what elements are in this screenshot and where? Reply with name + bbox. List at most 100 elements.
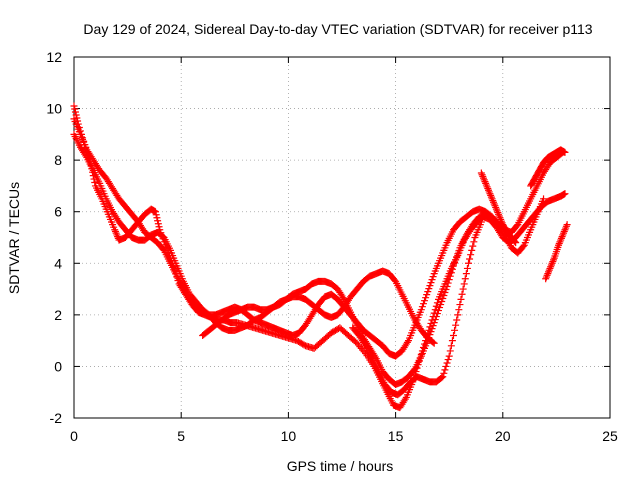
data-point bbox=[424, 288, 432, 296]
data-point bbox=[403, 338, 411, 346]
x-tick-label: 25 bbox=[602, 428, 618, 444]
data-point bbox=[448, 265, 456, 273]
data-point bbox=[453, 253, 461, 261]
data-point bbox=[441, 289, 449, 297]
data-point bbox=[433, 310, 441, 318]
data-point bbox=[339, 294, 347, 302]
data-point bbox=[559, 231, 567, 239]
data-point bbox=[449, 262, 457, 270]
data-point bbox=[492, 203, 500, 211]
data-point bbox=[555, 240, 563, 248]
data-point bbox=[428, 325, 436, 333]
data-point bbox=[555, 241, 563, 249]
data-point bbox=[433, 299, 441, 307]
data-point bbox=[477, 169, 485, 177]
data-point bbox=[484, 185, 492, 193]
data-point bbox=[542, 273, 550, 281]
data-point bbox=[448, 337, 456, 345]
data-point bbox=[464, 259, 472, 267]
data-point bbox=[453, 316, 461, 324]
data-point bbox=[560, 229, 568, 237]
data-point bbox=[478, 171, 486, 179]
data-point bbox=[442, 286, 450, 294]
data-point bbox=[488, 195, 496, 203]
x-tick-label: 15 bbox=[388, 428, 404, 444]
grid bbox=[74, 57, 610, 418]
data-point bbox=[152, 211, 160, 219]
data-point bbox=[510, 237, 518, 245]
x-axis-label: GPS time / hours bbox=[287, 458, 394, 474]
data-point bbox=[436, 304, 444, 312]
data-point bbox=[401, 395, 409, 403]
data-point bbox=[429, 322, 437, 330]
y-tick-label: 12 bbox=[46, 49, 62, 65]
data-point bbox=[481, 178, 489, 186]
data-point bbox=[454, 311, 462, 319]
data-point bbox=[485, 188, 493, 196]
series-6 bbox=[477, 169, 520, 247]
data-point bbox=[445, 352, 453, 360]
data-point bbox=[422, 294, 430, 302]
data-point bbox=[487, 193, 495, 201]
chart-title: Day 129 of 2024, Sidereal Day-to-day VTE… bbox=[83, 21, 592, 37]
data-point bbox=[545, 268, 553, 276]
data-point bbox=[442, 362, 450, 370]
data-point bbox=[455, 247, 463, 255]
data-point bbox=[480, 176, 488, 184]
data-point bbox=[477, 218, 485, 226]
y-tick-label: 0 bbox=[54, 358, 62, 374]
data-point bbox=[459, 285, 467, 293]
y-axis-label: SDTVAR / TECUs bbox=[6, 182, 22, 294]
data-point bbox=[455, 306, 463, 314]
data-point bbox=[451, 259, 459, 267]
y-tick-label: 10 bbox=[46, 101, 62, 117]
data-point bbox=[419, 300, 427, 308]
data-point bbox=[540, 195, 548, 203]
data-point bbox=[557, 236, 565, 244]
data-point bbox=[479, 172, 487, 180]
series-5 bbox=[349, 218, 485, 399]
data-point bbox=[469, 242, 477, 250]
data-point bbox=[495, 210, 503, 218]
data-point bbox=[486, 190, 494, 198]
data-point bbox=[447, 269, 455, 277]
data-point bbox=[438, 374, 446, 382]
data-point bbox=[490, 200, 498, 208]
data-point bbox=[558, 233, 566, 241]
data-point bbox=[462, 270, 470, 278]
data-point bbox=[432, 313, 440, 321]
data-point bbox=[439, 295, 447, 303]
data-point bbox=[361, 340, 369, 348]
data-point bbox=[543, 271, 551, 279]
data-point bbox=[438, 298, 446, 306]
data-point bbox=[444, 356, 452, 364]
data-point bbox=[154, 217, 162, 225]
data-point bbox=[561, 148, 569, 156]
data-point bbox=[545, 266, 553, 274]
data-point bbox=[458, 290, 466, 298]
data-point bbox=[482, 179, 490, 187]
data-point bbox=[562, 224, 570, 232]
data-point bbox=[445, 276, 453, 284]
data-point bbox=[562, 222, 570, 230]
data-point bbox=[470, 238, 478, 246]
data-point bbox=[561, 226, 569, 234]
data-point bbox=[497, 217, 505, 225]
plot-frame bbox=[73, 56, 611, 419]
data-point bbox=[151, 208, 159, 216]
series-7 bbox=[527, 146, 569, 190]
data-point bbox=[494, 209, 502, 217]
data-point bbox=[430, 319, 438, 327]
x-tick-label: 10 bbox=[281, 428, 297, 444]
data-point bbox=[512, 239, 520, 247]
data-point bbox=[444, 279, 452, 287]
series-8 bbox=[542, 221, 571, 283]
data-point bbox=[496, 214, 504, 222]
data-point bbox=[439, 373, 447, 381]
data-point bbox=[468, 246, 476, 254]
data-point bbox=[563, 221, 571, 229]
data-point bbox=[153, 214, 161, 222]
data-point bbox=[446, 347, 454, 355]
data-point bbox=[427, 279, 435, 287]
series-1 bbox=[70, 102, 569, 412]
